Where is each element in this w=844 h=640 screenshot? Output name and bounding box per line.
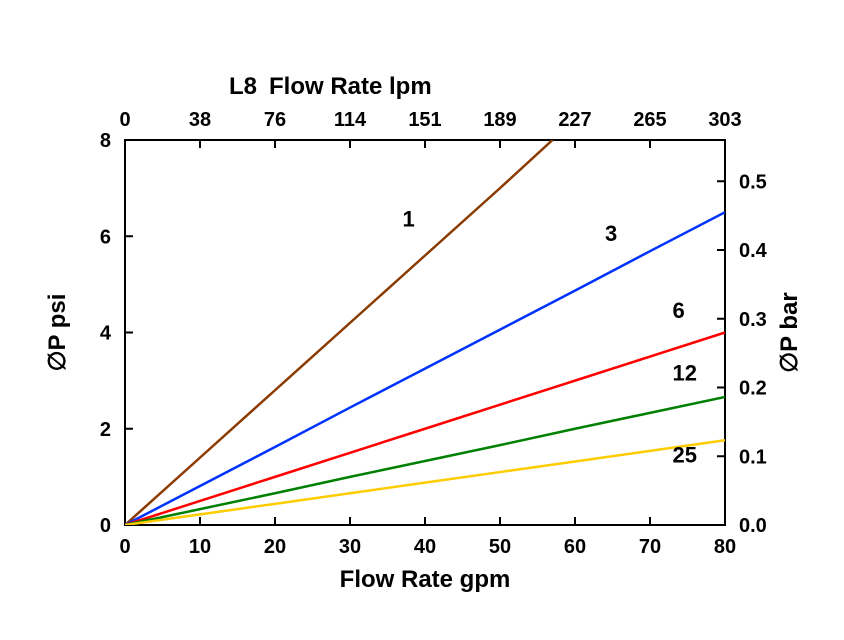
x-top-tick-label: 151	[408, 109, 441, 131]
x-bottom-tick-label: 50	[489, 536, 511, 558]
series-label-1: 1	[403, 207, 415, 232]
x-bottom-tick-label: 30	[339, 536, 361, 558]
y-left-axis-label: ∅P psi	[44, 294, 71, 372]
y-right-tick-label: 0.2	[739, 378, 767, 400]
y-right-tick-label: 0.3	[739, 309, 767, 331]
x-top-tick-label: 227	[558, 109, 591, 131]
series-label-12: 12	[673, 361, 697, 386]
y-right-tick-label: 0.0	[739, 515, 767, 537]
x-bottom-tick-label: 20	[264, 536, 286, 558]
pressure-drop-chart: 01020304050607080Flow Rate gpm0387611415…	[0, 0, 844, 640]
series-label-3: 3	[605, 221, 617, 246]
x-bottom-tick-label: 40	[414, 536, 436, 558]
y-right-tick-label: 0.5	[739, 171, 767, 193]
x-bottom-tick-label: 80	[714, 536, 736, 558]
x-top-tick-label: 0	[119, 109, 130, 131]
y-left-tick-label: 8	[100, 130, 111, 152]
y-left-tick-label: 2	[100, 419, 111, 441]
y-left-tick-label: 4	[100, 323, 112, 345]
chart-title-prefix: L8	[229, 73, 257, 100]
series-label-25: 25	[673, 442, 697, 467]
x-top-tick-label: 38	[189, 109, 211, 131]
y-right-axis-label: ∅P bar	[776, 292, 803, 373]
x-top-tick-label: 114	[334, 109, 367, 131]
y-left-tick-label: 0	[100, 515, 111, 537]
series-label-6: 6	[673, 298, 685, 323]
x-top-tick-label: 265	[633, 109, 666, 131]
x-bottom-tick-label: 10	[189, 536, 211, 558]
x-bottom-tick-label: 60	[564, 536, 586, 558]
x-bottom-axis-label: Flow Rate gpm	[340, 566, 511, 593]
chart-container: 01020304050607080Flow Rate gpm0387611415…	[0, 0, 844, 640]
x-top-axis-label: Flow Rate lpm	[269, 73, 432, 100]
x-top-tick-label: 189	[483, 109, 516, 131]
y-right-tick-label: 0.4	[739, 240, 768, 262]
x-bottom-tick-label: 0	[119, 536, 130, 558]
x-top-tick-label: 76	[264, 109, 286, 131]
x-bottom-tick-label: 70	[639, 536, 661, 558]
y-right-tick-label: 0.1	[739, 446, 767, 468]
y-left-tick-label: 6	[100, 226, 111, 248]
x-top-tick-label: 303	[708, 109, 741, 131]
